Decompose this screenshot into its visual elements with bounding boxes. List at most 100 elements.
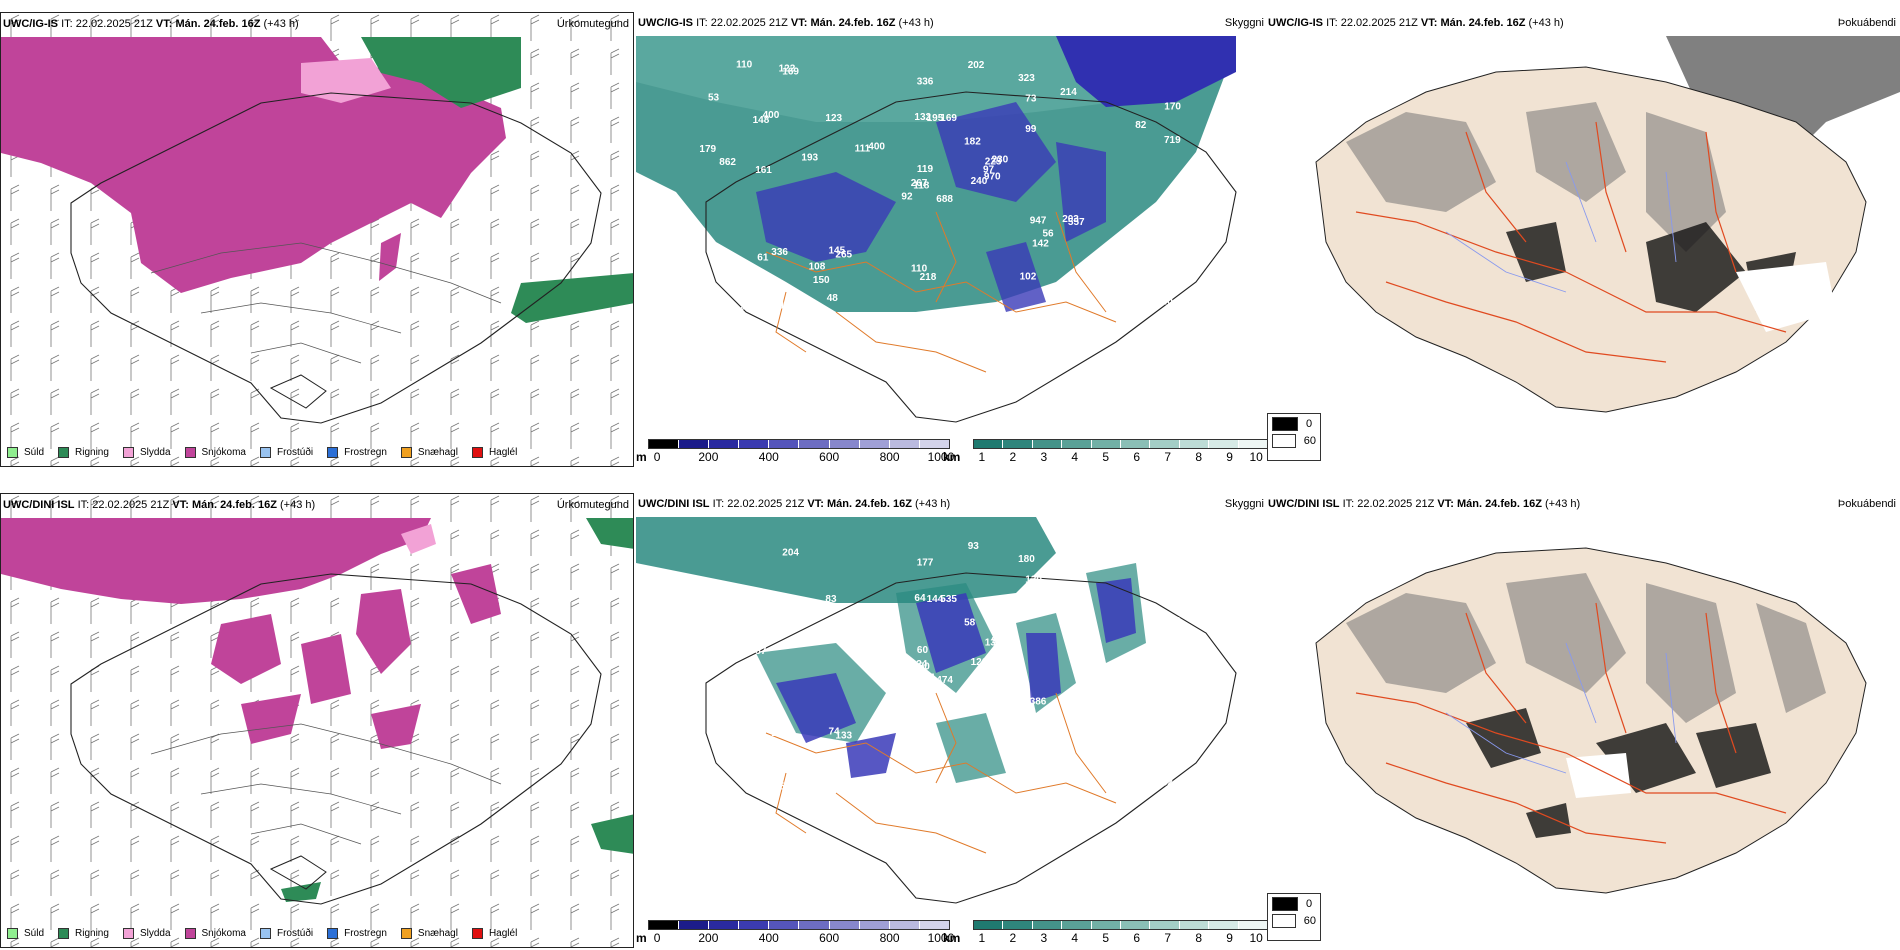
peak-elevation-label: 474 <box>936 675 953 686</box>
fog-index-map <box>1315 547 1867 894</box>
peak-elevation-label: 218 <box>920 272 937 283</box>
legend-item: Rigning <box>58 447 109 458</box>
peak-elevation-label: 212 <box>1150 269 1167 280</box>
lead-time: (+43 h) <box>915 498 951 510</box>
it-label: IT: <box>77 499 90 511</box>
colorbar-box <box>709 440 740 448</box>
colorbar-tick-label: 2 <box>1009 931 1017 945</box>
peak-elevation-label: 411 <box>911 745 928 756</box>
peak-elevation-label: 150 <box>913 662 930 673</box>
peak-elevation-label: 73 <box>1025 605 1037 616</box>
lead-time: (+43 h) <box>280 499 316 511</box>
colorbar-box <box>1179 921 1210 929</box>
colorbar-tick-label: 200 <box>698 450 719 464</box>
roads <box>150 242 502 364</box>
visibility-colorbar-boxes <box>973 920 1268 930</box>
peak-elevation-label: 110 <box>736 59 753 70</box>
peak-elevation-label: 171 <box>763 591 780 602</box>
visibility-unit: km <box>943 450 961 464</box>
peak-elevation-label: 123 <box>1164 616 1181 627</box>
peak-elevation-label: 204 <box>782 548 799 559</box>
legend-item: Slydda <box>122 928 171 939</box>
legend-label: Haglél <box>488 928 518 939</box>
dark-fog-north <box>1666 36 1900 182</box>
legend-item: Súld <box>7 928 44 939</box>
clear-area <box>1736 262 1836 332</box>
precip-title: Úrkomutegund <box>556 18 629 30</box>
colorbar-box <box>769 921 800 929</box>
colorbar-box <box>1209 440 1239 448</box>
colorbar-tick-label: 2 <box>1009 450 1017 464</box>
legend-swatch <box>7 447 18 458</box>
colorbar-tick-label: 400 <box>758 931 779 945</box>
peak-elevation-label: 719 <box>1164 135 1181 146</box>
colorbar-tick-label: 9 <box>1226 450 1233 464</box>
peak-elevation-label: 61 <box>757 252 769 263</box>
snow-spot <box>379 233 401 281</box>
visibility-map: 474 401 150 150 137 133 180 535 130 126 204 162 57 24… <box>636 517 1237 904</box>
colorbar-box <box>799 440 830 448</box>
snow-area <box>1 37 506 293</box>
legend-label: Snjókoma <box>201 447 246 458</box>
colorbar-box <box>889 440 920 448</box>
peak-elevation-label: 193 <box>801 152 818 163</box>
fog-legend-label: 60 <box>1303 915 1316 927</box>
fog-index-map <box>1315 36 1900 413</box>
sleet-area <box>401 524 436 554</box>
peak-elevation-label: 179 <box>699 144 716 155</box>
colorbar-tick-label: 0 <box>653 931 661 945</box>
visibility-colorbar-boxes <box>973 439 1268 449</box>
visibility-map: 688 148 118 281 225 265 323 169 73 240 169 840 161 17… <box>636 36 1237 423</box>
colorbar-box <box>649 921 680 929</box>
peak-elevation-label: 186 <box>771 728 788 739</box>
peak-elevation-label: 132 <box>914 112 931 123</box>
peak-elevation-label: 225 <box>985 157 1002 168</box>
elevation-colorbar-boxes <box>648 439 950 449</box>
legend-swatch <box>184 447 196 458</box>
peak-elevation-label: 126 <box>868 623 885 634</box>
colorbar-box <box>679 440 710 448</box>
peak-elevation-label: 100994 <box>901 673 935 684</box>
elevation-colorbar-labels: 0 200 400 600 800 1000 <box>648 931 955 945</box>
peak-elevation-label: 122 <box>779 63 796 74</box>
colorbar-tick-label: 3 <box>1040 450 1048 464</box>
vt-label: VT: <box>1437 498 1454 510</box>
legend-label: Snæhagl <box>417 928 458 939</box>
vt-label: VT: <box>807 498 824 510</box>
colorbar-box <box>974 921 1004 929</box>
peak-elevation-label: 970 <box>984 171 1001 182</box>
visibility-panel-bottom: UWC/DINI ISL IT: 22.02.2025 21Z VT: Mán.… <box>636 493 1268 948</box>
peak-elevation-label: 123 <box>825 113 842 124</box>
colorbar-tick-label: 8 <box>1195 931 1203 945</box>
colorbar-box <box>859 921 890 929</box>
legend-swatch <box>7 928 18 939</box>
colorbar-box <box>919 921 949 929</box>
peak-elevation-label: 64 <box>914 593 926 604</box>
legend-swatch <box>259 447 271 458</box>
peak-elevation-label: 150 <box>813 275 830 286</box>
glacier-outline <box>269 855 327 890</box>
model-name: UWC/DINI ISL <box>3 499 75 511</box>
peak-elevation-label: 180 <box>1018 554 1035 565</box>
colorbar-tick-label: 3 <box>1040 931 1048 945</box>
colorbar-tick-label: 9 <box>1226 931 1233 945</box>
visibility-colorbar: 1 2 3 4 5 6 7 8 9 10 <box>973 920 1268 945</box>
legend-label: Haglél <box>488 447 518 458</box>
precip-legend: Súld Rigning Slydda Snjókoma Frostúði Frostre… <box>7 928 517 939</box>
colorbar-box <box>1238 440 1268 448</box>
peak-elevation-label: 79 <box>813 756 825 767</box>
peak-elevation-label: 947 <box>1030 216 1047 227</box>
it-value: 22.02.2025 21Z <box>710 17 788 29</box>
clear-area <box>1566 753 1631 798</box>
peak-elevation-label: 111 <box>855 143 871 154</box>
iceland-coastline <box>705 91 1237 423</box>
fog-legend-swatch-light <box>1272 914 1296 928</box>
colorbar-tick-label: 600 <box>819 931 840 945</box>
fog-title: Þokuábendi <box>1837 17 1896 29</box>
colorbar-box <box>649 440 680 448</box>
peak-elevation-label: 83 <box>825 594 837 605</box>
legend-item: Frostúði <box>259 447 313 458</box>
vt-label: VT: <box>1420 17 1438 29</box>
legend-item: Frostregn <box>327 928 387 939</box>
